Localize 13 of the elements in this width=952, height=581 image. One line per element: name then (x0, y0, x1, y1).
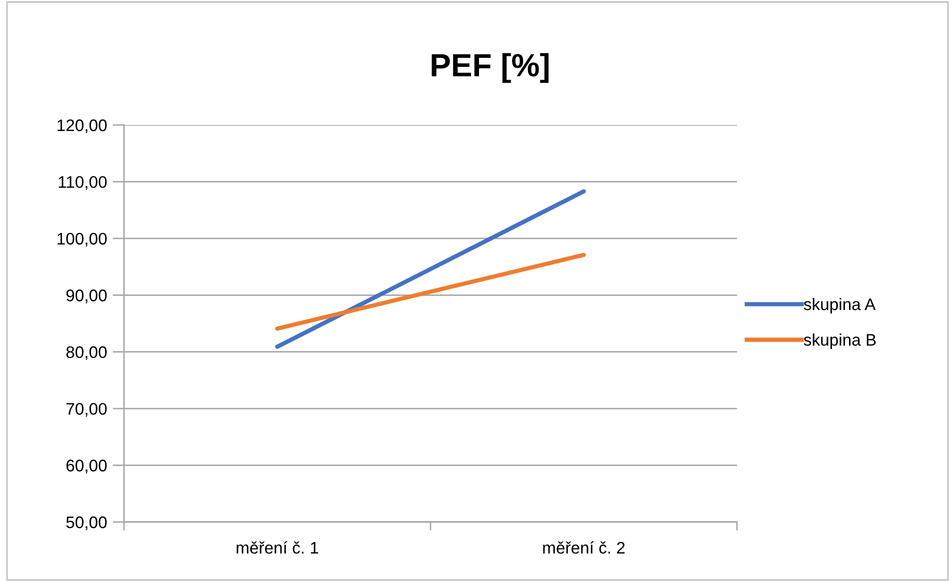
y-tick-label: 100,00 (58, 232, 107, 247)
legend-label: skupina B (804, 334, 876, 350)
y-tick-label: 120,00 (58, 119, 107, 134)
legend-label: skupina A (804, 298, 876, 314)
y-tick-label: 50,00 (66, 516, 107, 530)
x-tick-label: měření č. 1 (236, 541, 318, 554)
x-tick-label: měření č. 2 (543, 541, 625, 554)
y-tick-label: 110,00 (58, 176, 107, 190)
y-tick-label: 70,00 (66, 402, 107, 417)
y-tick-label: 80,00 (66, 346, 107, 360)
y-tick-label: 90,00 (66, 290, 107, 304)
chart-title: PEF [%] (432, 53, 549, 83)
y-tick-label: 60,00 (66, 460, 107, 474)
